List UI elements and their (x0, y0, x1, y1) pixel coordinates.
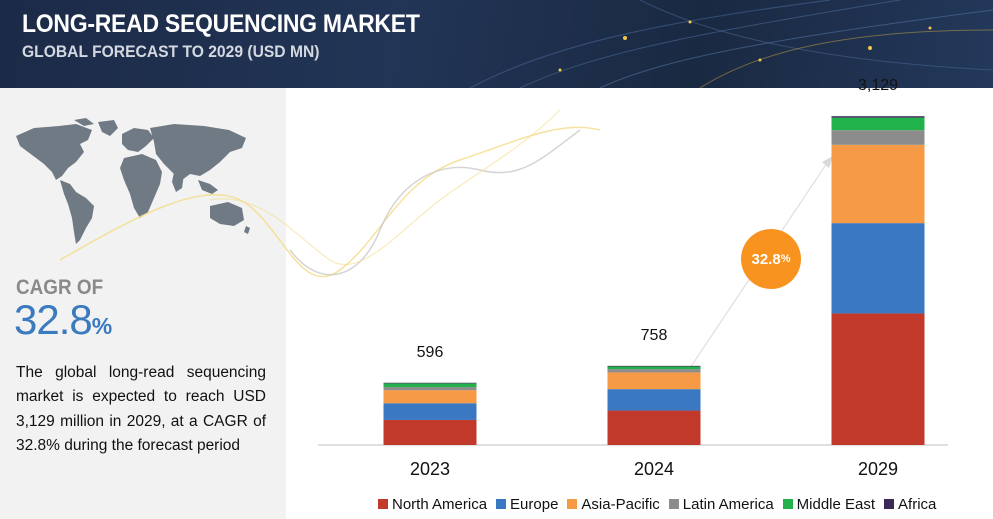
legend-label: Africa (898, 495, 937, 513)
bar-2023-africa (383, 382, 477, 384)
legend-swatch (668, 499, 679, 509)
bar-2023-asia-pacific (383, 390, 477, 404)
bar-2029-middle-east (831, 117, 925, 131)
bar-2023-north-america (383, 419, 477, 445)
world-map-icon (16, 118, 250, 244)
legend-item-europe: Europe (496, 496, 558, 513)
bar-2023-latin-america (383, 387, 477, 391)
legend-swatch (496, 499, 507, 509)
total-label-2024: 758 (641, 327, 668, 344)
labels-group: 596 2023 758 2024 3,129 2029 (410, 77, 898, 479)
page-subtitle: GLOBAL FORECAST TO 2029 (USD MN) (22, 42, 320, 61)
bar-2023-middle-east (383, 383, 477, 388)
cagr-number: 32.8 (14, 296, 93, 343)
summary-panel: CAGR OF 32.8% The global long-read seque… (0, 88, 286, 519)
legend-swatch (378, 499, 388, 509)
bar-2023-europe (383, 403, 477, 420)
bar-2029-africa (831, 116, 925, 118)
growth-arrow-head (822, 156, 833, 168)
x-tick-label-2024: 2024 (634, 459, 674, 479)
legend-label: North America (392, 495, 488, 513)
legend-item-africa: Africa (884, 496, 936, 513)
bar-2024-north-america (607, 410, 701, 445)
header-banner: LONG-READ SEQUENCING MARKET GLOBAL FOREC… (0, 0, 993, 88)
cagr-label: CAGR OF (16, 276, 104, 299)
chart-legend: North America Europe Asia-Pacific Latin Ame… (378, 494, 936, 514)
legend-label: Latin America (682, 495, 774, 513)
legend-swatch (567, 499, 578, 509)
cagr-growth-bubble: 32.8% (741, 229, 801, 289)
bar-2024-middle-east (607, 366, 701, 370)
bar-2029-north-america (831, 313, 925, 445)
bar-2029-latin-america (831, 130, 925, 145)
bar-2024-asia-pacific (607, 372, 701, 390)
bars-group (383, 116, 925, 445)
market-summary-text: The global long-read sequencing market i… (16, 364, 266, 454)
legend-label: Europe (510, 495, 559, 513)
legend-label: Middle East (796, 495, 876, 513)
legend-item-latin-america: Latin America (668, 495, 774, 513)
legend-label: Asia-Pacific (581, 495, 660, 513)
bubble-percent-sign: % (780, 253, 791, 265)
page-title: LONG-READ SEQUENCING MARKET (22, 10, 420, 38)
x-tick-label-2029: 2029 (858, 459, 898, 479)
legend-swatch (884, 499, 895, 509)
bar-2029-europe (831, 223, 925, 314)
legend-item-north-america: North America (378, 496, 487, 513)
cagr-percent-sign: % (91, 313, 112, 339)
bubble-number: 32.8 (751, 250, 781, 268)
legend-swatch (782, 499, 793, 509)
header-decoration (469, 0, 993, 88)
decorative-swoosh (59, 109, 601, 278)
bar-2024-latin-america (607, 369, 701, 373)
total-label-2023: 596 (417, 344, 444, 361)
cagr-value: 32.8% (14, 296, 112, 344)
bar-2024-europe (607, 389, 701, 411)
total-label-2029: 3,129 (858, 77, 898, 94)
x-tick-label-2023: 2023 (410, 459, 450, 479)
legend-item-asia-pacific: Asia-Pacific (567, 495, 660, 513)
bar-2029-asia-pacific (831, 144, 925, 224)
legend-item-middle-east: Middle East (782, 495, 876, 513)
bar-2024-africa (607, 365, 701, 367)
